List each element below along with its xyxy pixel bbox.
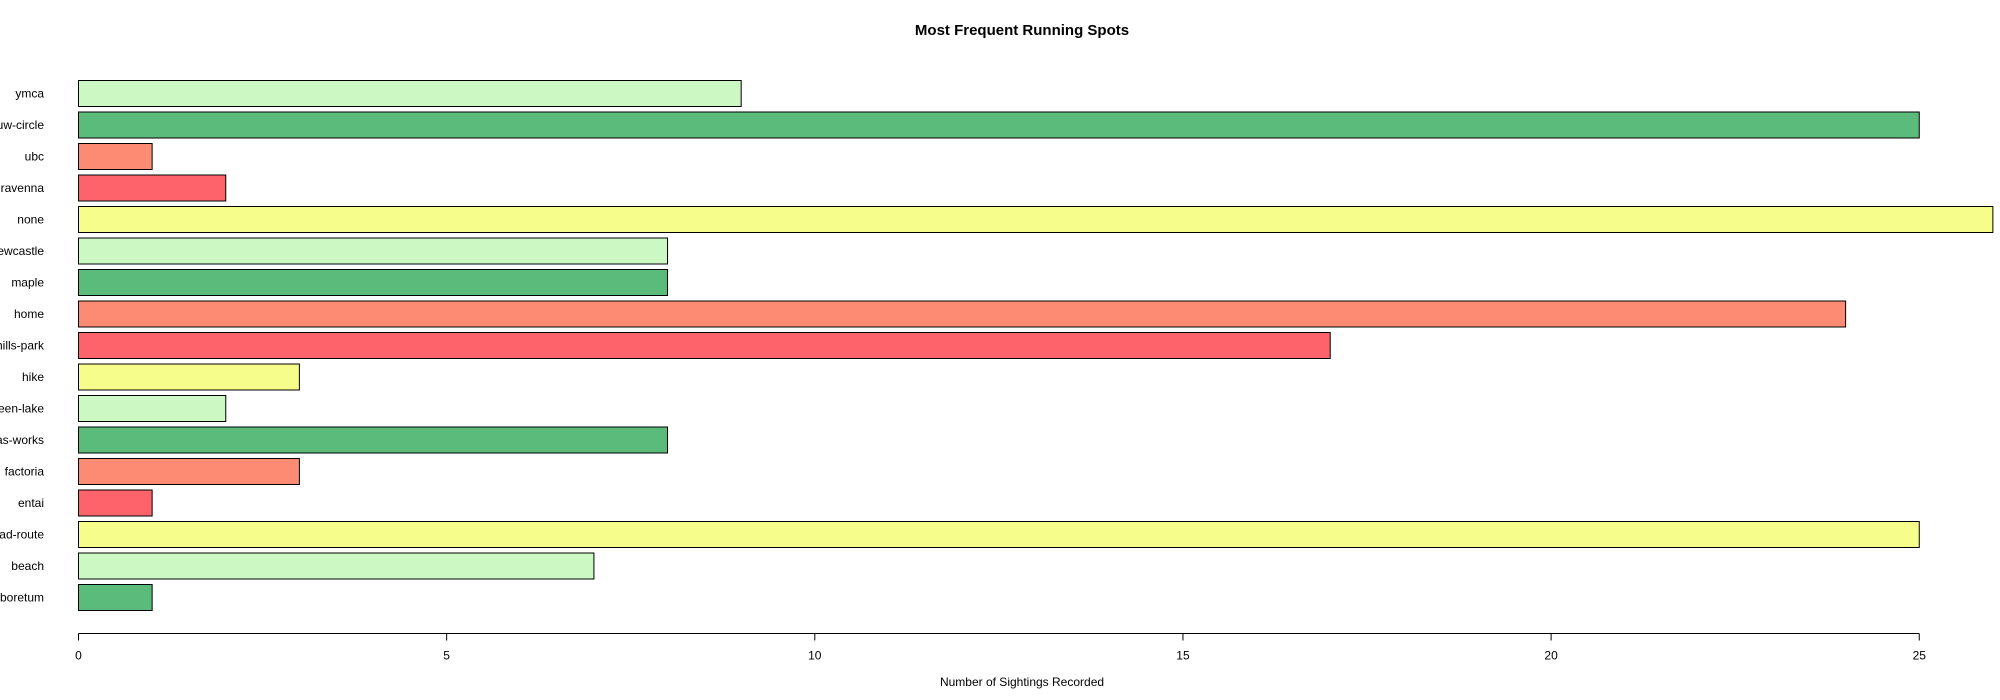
category-label: factoria (5, 465, 45, 479)
bar-ewcastle (78, 237, 669, 265)
category-label: een-lake (0, 402, 44, 416)
bar-hills-park (78, 332, 1331, 359)
bar-ubc (78, 143, 153, 170)
category-label: none (17, 213, 44, 227)
bar-ravenna (78, 174, 227, 202)
x-tick-label: 15 (1176, 649, 1190, 663)
category-label: boretum (0, 591, 44, 605)
bar-entai (78, 489, 153, 517)
x-axis-ticks-group: 0 5 10 15 20 25 (75, 633, 1927, 663)
x-tick-label: 10 (808, 649, 822, 663)
category-label: entai (18, 496, 44, 510)
category-label: hills-park (0, 339, 45, 353)
category-label: uw-circle (0, 118, 44, 132)
bars-group (78, 80, 1994, 611)
x-tick-label: 5 (443, 649, 450, 663)
category-label: maple (11, 276, 44, 290)
category-label: ravenna (1, 181, 45, 195)
bar-uw-circle (78, 111, 1920, 139)
bar-none (78, 206, 1994, 233)
category-label: ewcastle (0, 244, 44, 258)
x-axis-label: Number of Sightings Recorded (940, 675, 1104, 689)
category-labels-group: ymca uw-circle ubc ravenna none ewcastle maple… (0, 87, 45, 605)
bar-ad-route (78, 521, 1920, 548)
bar-home (78, 300, 1847, 328)
bar-een-lake (78, 395, 227, 422)
x-tick-label: 0 (75, 649, 82, 663)
bar-as-works (78, 426, 669, 454)
category-label: hike (22, 370, 44, 384)
bar-factoria (78, 458, 300, 485)
x-tick-label: 25 (1913, 649, 1927, 663)
category-label: ad-route (0, 528, 44, 542)
chart-title: Most Frequent Running Spots (915, 22, 1129, 39)
bar-beach (78, 552, 595, 580)
category-label: ymca (15, 87, 44, 101)
category-label: ubc (25, 150, 44, 164)
bar-maple (78, 269, 669, 296)
category-label: as-works (0, 433, 44, 447)
bar-ymca (78, 80, 742, 107)
category-label: beach (11, 559, 44, 573)
bar-hike (78, 363, 300, 391)
x-tick-label: 20 (1544, 649, 1558, 663)
category-label: home (14, 307, 44, 321)
bar-boretum (78, 584, 153, 611)
